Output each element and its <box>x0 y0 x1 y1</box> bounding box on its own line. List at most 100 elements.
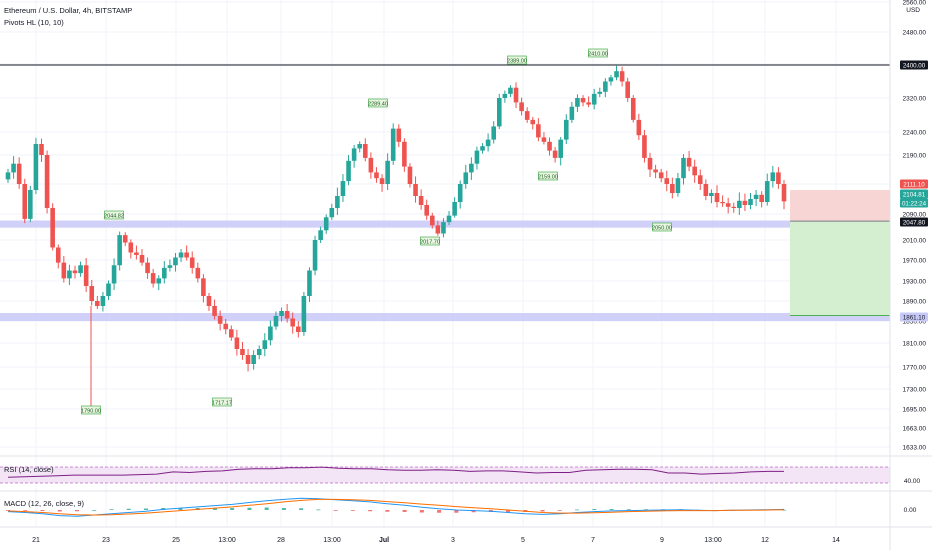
pivot-label: 2159.00 <box>538 175 558 181</box>
macd-histogram-bar <box>247 507 252 510</box>
candle-body <box>692 166 697 176</box>
candle-body <box>117 235 122 266</box>
candle-body <box>407 166 413 184</box>
candle-body <box>256 349 262 355</box>
candle-body <box>284 311 290 319</box>
price-tick-label: 2190.00 <box>903 153 927 160</box>
candle-body <box>670 184 675 193</box>
pivot-label-box <box>588 48 608 58</box>
candle-body <box>776 172 781 184</box>
macd-histogram-bar <box>437 510 442 513</box>
rsi-level-label: 40.00 <box>904 478 921 485</box>
candle-body <box>11 163 16 173</box>
price-label-box <box>900 60 928 70</box>
pivot-label-box <box>507 55 527 65</box>
signal-line <box>7 498 785 516</box>
candle-body <box>764 181 770 202</box>
candle-body <box>418 196 424 205</box>
candle-body <box>530 119 536 125</box>
candle-body <box>50 208 55 248</box>
candle-body <box>748 199 753 205</box>
pivot-label-box <box>652 222 672 232</box>
candle-body <box>491 126 496 140</box>
macd-histogram-bar <box>178 508 183 510</box>
price-tick-label: 1730.00 <box>903 387 927 394</box>
macd-histogram-bar <box>333 510 338 511</box>
price-label-text: 2400.00 <box>903 62 926 69</box>
candle-body <box>709 193 714 196</box>
candle-body <box>770 172 776 182</box>
candle-body <box>435 225 441 234</box>
macd-histogram-bar <box>644 509 649 511</box>
candle-body <box>586 102 591 105</box>
macd-histogram-bar <box>402 510 407 512</box>
macd-histogram-bar <box>299 508 304 510</box>
candle-body <box>234 337 240 349</box>
candle-body <box>558 139 563 158</box>
candle-body <box>178 252 184 258</box>
candle-body <box>329 208 335 218</box>
candle-body <box>323 217 329 231</box>
time-tick-label: 28 <box>277 537 285 544</box>
candle-body <box>536 124 541 138</box>
time-tick-label: 25 <box>172 537 180 544</box>
candle-body <box>703 184 709 196</box>
candle-body <box>212 306 217 316</box>
price-label-box <box>900 189 928 199</box>
candle-body <box>385 160 390 184</box>
candle-body <box>307 270 312 296</box>
price-tick-label: 1663.00 <box>903 426 927 433</box>
candle-body <box>524 111 530 120</box>
macd-histogram-bar <box>592 509 597 510</box>
candle-body <box>591 93 597 105</box>
candle-body <box>335 196 340 208</box>
candle-body <box>720 202 725 204</box>
time-axis[interactable]: 21 23 25 13:00 28 13:00 Jul 3 5 7 9 13:00 12 14 <box>32 537 840 544</box>
macd-histogram-bar <box>419 510 424 513</box>
candle-body <box>441 222 446 234</box>
candle-body <box>201 278 206 296</box>
price-label-text: 2104.81 <box>903 191 926 198</box>
macd-histogram-bar <box>540 510 545 512</box>
macd-histogram-bar <box>143 508 148 510</box>
time-tick-label: 13:00 <box>704 537 722 544</box>
price-tick-label: 1633.00 <box>903 445 927 452</box>
macd-title[interactable]: MACD (12, 26, close, 9) <box>4 499 85 508</box>
candle-body <box>714 193 720 202</box>
candles <box>5 65 787 409</box>
pivot-label: 2044.82 <box>104 214 124 220</box>
candle-body <box>83 265 89 286</box>
candle-body <box>251 355 256 364</box>
candle-body <box>89 286 95 301</box>
price-tick-label: 2320.00 <box>903 96 927 103</box>
indicator-title[interactable]: Pivots HL (10, 10) <box>4 18 64 27</box>
zone-band <box>0 313 890 321</box>
rsi-pane: 40.00 <box>0 466 921 485</box>
candle-body <box>474 150 480 164</box>
candle-body <box>642 135 647 158</box>
macd-histogram-bar <box>212 508 217 510</box>
candle-body <box>547 141 552 151</box>
macd-histogram-bar <box>23 510 28 511</box>
candle-body <box>134 252 139 255</box>
candle-body <box>379 178 385 184</box>
macd-pane: 0.00 <box>6 497 917 517</box>
candle-body <box>513 87 519 103</box>
candle-body <box>469 163 474 173</box>
candle-body <box>697 175 703 184</box>
candle-body <box>301 296 307 332</box>
price-tick-label: 1695.00 <box>903 407 927 414</box>
candle-body <box>223 323 229 330</box>
candle-body <box>725 203 731 207</box>
short-position-tool[interactable] <box>790 190 890 316</box>
candle-body <box>318 230 323 240</box>
price-label-box <box>900 217 928 227</box>
candle-body <box>608 77 614 82</box>
candle-body <box>759 194 764 202</box>
macd-histogram-bar <box>316 509 321 511</box>
candle-body <box>496 98 502 127</box>
rsi-title[interactable]: RSI (14, close) <box>4 465 54 474</box>
candle-body <box>150 273 156 284</box>
